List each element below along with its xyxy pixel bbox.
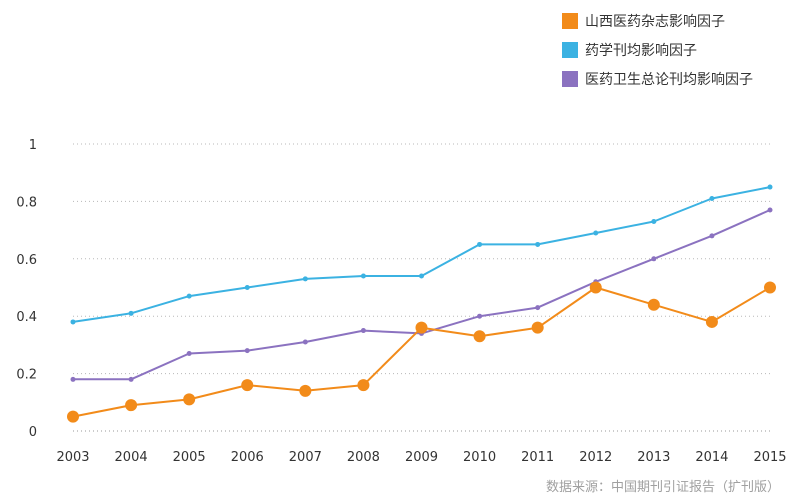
data-point-2-2011 [535,305,541,311]
data-point-0-2009 [415,321,428,334]
data-point-1-2009 [419,273,424,279]
gridlines [73,143,770,375]
data-point-2-2015 [767,207,773,213]
data-point-2-2003 [70,376,76,382]
data-point-2-2007 [302,339,308,345]
y-tick-label-4: 0.8 [16,195,37,210]
data-point-2-2006 [244,348,250,354]
series-1 [70,184,773,325]
x-tick-label-2003: 2003 [56,450,89,465]
data-point-0-2005 [183,393,196,406]
x-tick-label-2007: 2007 [289,450,322,465]
series-line-2 [73,209,771,381]
legend-item-general: 医药卫生总论刊均影响因子 [562,64,753,93]
x-tick-label-2008: 2008 [347,450,380,465]
data-point-1-2011 [535,241,541,247]
x-axis-ticks: 2003 2004 2005 2006 2007 2008 2009 2010 2011 2012… [56,450,786,465]
y-tick-label-2: 0.4 [16,310,37,325]
data-point-0-2004 [125,399,138,412]
x-tick-label-2004: 2004 [115,450,148,465]
legend-swatch-shanxi [562,12,578,29]
x-tick-label-2005: 2005 [173,450,206,465]
data-point-1-2007 [302,276,308,282]
data-point-0-2014 [705,315,718,328]
data-point-2-2014 [709,233,715,239]
x-tick-label-2015: 2015 [753,450,786,465]
data-point-2-2008 [360,328,366,334]
data-point-2-2013 [651,256,657,262]
x-tick-label-2011: 2011 [521,450,554,465]
legend-label-pharmacy: 药学刊均影响因子 [585,42,697,59]
data-point-0-2008 [357,379,370,392]
legend-label-shanxi: 山西医药杂志影响因子 [585,13,725,30]
x-tick-label-2013: 2013 [637,450,670,465]
x-tick-label-2010: 2010 [463,450,496,465]
data-point-2-2010 [477,313,483,319]
data-point-1-2013 [651,218,657,224]
legend-swatch-pharmacy [562,41,578,58]
data-point-1-2005 [186,293,192,299]
data-point-0-2011 [531,321,544,334]
y-tick-label-5: 1 [29,138,37,153]
data-point-1-2003 [70,319,76,325]
legend: 山西医药杂志影响因子 药学刊均影响因子 医药卫生总论刊均影响因子 [562,6,753,93]
data-point-0-2015 [764,281,776,294]
legend-item-shanxi: 山西医药杂志影响因子 [562,6,753,35]
legend-label-general: 医药卫生总论刊均影响因子 [585,71,753,88]
legend-item-pharmacy: 药学刊均影响因子 [562,35,753,64]
x-tick-label-2006: 2006 [231,450,264,465]
y-tick-label-0: 0 [29,425,37,440]
data-point-0-2013 [647,298,660,311]
y-tick-label-1: 0.2 [16,368,37,383]
data-point-0-2007 [299,384,312,397]
x-tick-label-2014: 2014 [695,450,728,465]
y-axis-ticks: 0 0.2 0.4 0.6 0.8 1 [16,138,37,440]
series-line-0 [72,286,771,418]
series-2 [70,207,773,382]
x-tick-label-2012: 2012 [579,450,612,465]
data-point-0-2010 [473,330,486,343]
y-tick-label-3: 0.6 [16,253,37,268]
data-point-1-2006 [244,285,250,290]
data-source-note: 数据来源：中国期刊引证报告（扩刊版） [545,480,780,495]
data-point-1-2015 [767,184,773,190]
x-tick-label-2009: 2009 [405,450,438,465]
legend-swatch-general [562,70,578,87]
data-point-1-2010 [477,241,483,247]
data-point-1-2012 [593,230,599,236]
data-point-2-2005 [186,351,192,357]
data-point-1-2014 [709,196,715,202]
data-point-0-2012 [589,281,602,294]
data-point-1-2008 [360,273,366,279]
data-point-2-2004 [128,376,134,382]
series-0 [67,281,776,423]
data-point-1-2004 [128,310,134,316]
data-point-0-2006 [241,379,254,392]
data-point-0-2003 [67,410,79,423]
